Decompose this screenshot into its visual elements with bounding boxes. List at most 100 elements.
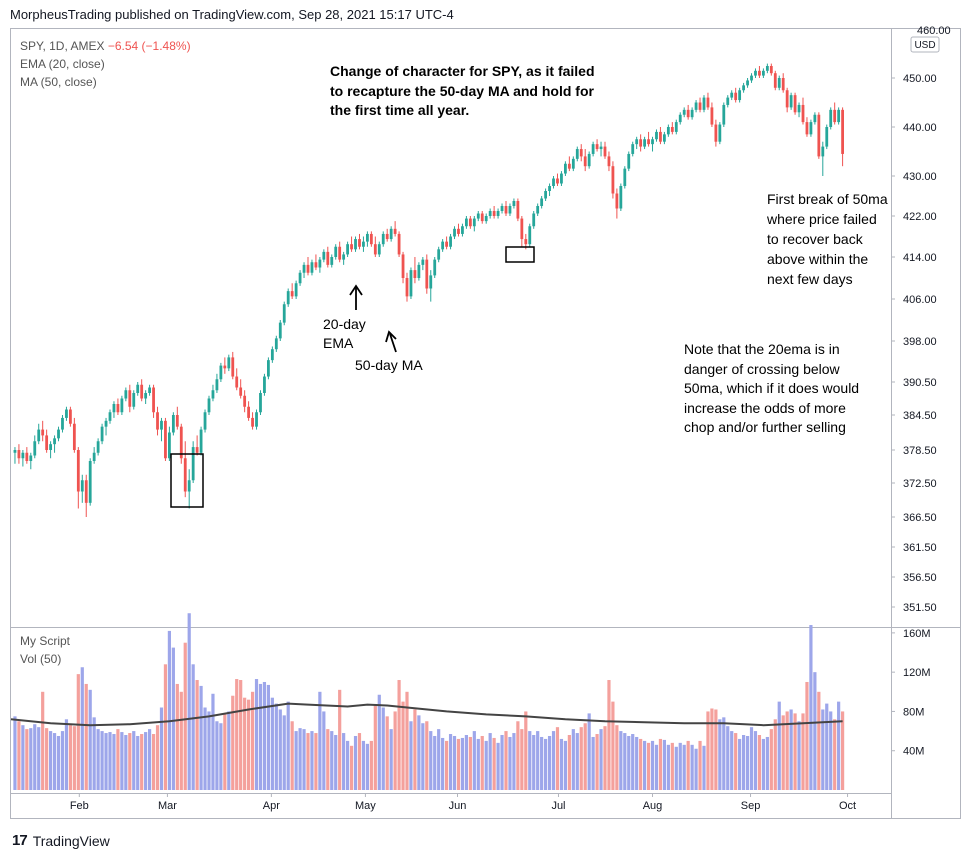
candle xyxy=(417,262,421,281)
candle-body xyxy=(346,244,349,255)
candle xyxy=(785,87,789,113)
candle-body xyxy=(405,278,409,297)
volume-bar xyxy=(310,731,314,790)
candle xyxy=(750,73,753,83)
candle xyxy=(247,401,250,421)
annotation-note-line: danger of crossing below xyxy=(684,360,840,377)
candle-body xyxy=(635,139,639,145)
candle xyxy=(306,257,310,276)
candle-body xyxy=(33,441,37,456)
candle xyxy=(128,384,132,413)
footer[interactable]: 17 TradingView xyxy=(12,832,110,849)
volume-bar xyxy=(532,735,536,790)
candle-body xyxy=(302,264,306,273)
volume-bar xyxy=(353,735,358,790)
legend-vol-script[interactable]: My Script xyxy=(20,634,71,648)
price-tick-label: 440.00 xyxy=(903,122,937,134)
annotation-break-line: where price failed xyxy=(767,211,877,227)
legend-ma[interactable]: MA (50, close) xyxy=(20,75,97,89)
price-axis[interactable]: 460.00 450.00 440.00 430.00 422.00 414.00 406.… xyxy=(891,25,951,614)
volume-bar xyxy=(734,733,738,790)
volume-bar xyxy=(718,719,722,790)
candle xyxy=(389,226,393,242)
volume-bar xyxy=(825,703,829,790)
candle xyxy=(278,320,282,341)
candle-body xyxy=(575,149,579,159)
volume-bar xyxy=(726,726,730,790)
legend-ema[interactable]: EMA (20, close) xyxy=(20,57,105,71)
candle xyxy=(579,144,583,162)
volume-bar xyxy=(686,740,690,790)
volume-bar xyxy=(658,738,663,790)
candle-body xyxy=(615,193,619,209)
volume-bar xyxy=(468,736,472,790)
volume-bar xyxy=(187,613,191,790)
candle xyxy=(837,107,841,125)
volume-bar xyxy=(334,735,338,790)
volume-bar xyxy=(195,680,199,790)
candle xyxy=(801,97,805,125)
volume-bar xyxy=(219,723,223,790)
candle-body xyxy=(544,191,547,199)
candle-body xyxy=(413,270,417,278)
volume-bar xyxy=(294,731,298,790)
candle xyxy=(144,390,148,404)
volume-bar xyxy=(405,691,409,790)
price-tick-label: 450.00 xyxy=(903,73,937,85)
volume-bar xyxy=(314,733,318,790)
price-tick-label: 406.00 xyxy=(903,294,937,306)
candle xyxy=(829,107,833,130)
volume-bar xyxy=(286,701,290,790)
volume-bar xyxy=(611,701,615,790)
candle-body xyxy=(833,109,837,123)
candle-body xyxy=(61,417,64,430)
candle xyxy=(698,97,702,113)
candle-body xyxy=(69,409,72,424)
candle-body xyxy=(25,452,29,461)
candle xyxy=(314,254,318,271)
candle-body xyxy=(318,259,322,268)
candle xyxy=(710,102,714,127)
volume-bar xyxy=(361,740,366,790)
candle xyxy=(468,216,472,229)
volume-bar xyxy=(385,716,389,790)
candle xyxy=(591,141,595,157)
volume-bar xyxy=(508,736,512,790)
volume-bar xyxy=(421,723,425,790)
candle-body xyxy=(120,398,124,413)
candle xyxy=(758,66,761,78)
candle xyxy=(433,257,437,278)
price-tick-label: 366.50 xyxy=(903,512,937,524)
candle xyxy=(342,251,346,265)
time-axis[interactable]: Feb Mar Apr May Jun Jul Aug Sep Oct xyxy=(70,793,856,812)
candle-body xyxy=(417,264,421,278)
volume-bar xyxy=(365,743,369,790)
volume-bar xyxy=(678,742,682,790)
volume-bar xyxy=(235,679,239,790)
volume-bar xyxy=(136,735,140,790)
legend-vol[interactable]: Vol (50) xyxy=(20,652,62,666)
candle xyxy=(666,124,670,137)
volume-bar xyxy=(670,742,674,790)
time-tick-label: Feb xyxy=(70,800,89,812)
candle-body xyxy=(567,163,571,169)
volume-bar xyxy=(623,733,627,790)
candle-body xyxy=(211,390,215,399)
volume-bar xyxy=(575,733,579,790)
legend-symbol-line[interactable]: SPY, 1D, AMEX −6.54 (−1.48%) xyxy=(20,39,191,53)
volume-bar xyxy=(520,729,524,790)
volume-bar xyxy=(175,683,179,790)
volume-bar xyxy=(524,711,528,790)
publisher-line: MorpheusTrading published on TradingView… xyxy=(10,7,454,22)
volume-bar xyxy=(694,748,698,790)
candle-body xyxy=(805,122,809,135)
candle xyxy=(627,151,631,172)
volume-bar xyxy=(639,738,643,790)
candle-body xyxy=(837,109,841,123)
candle-body xyxy=(631,144,635,154)
volume-bar xyxy=(389,729,393,790)
volume-bar xyxy=(393,711,397,790)
volume-bar xyxy=(571,729,575,790)
candle xyxy=(472,216,476,232)
